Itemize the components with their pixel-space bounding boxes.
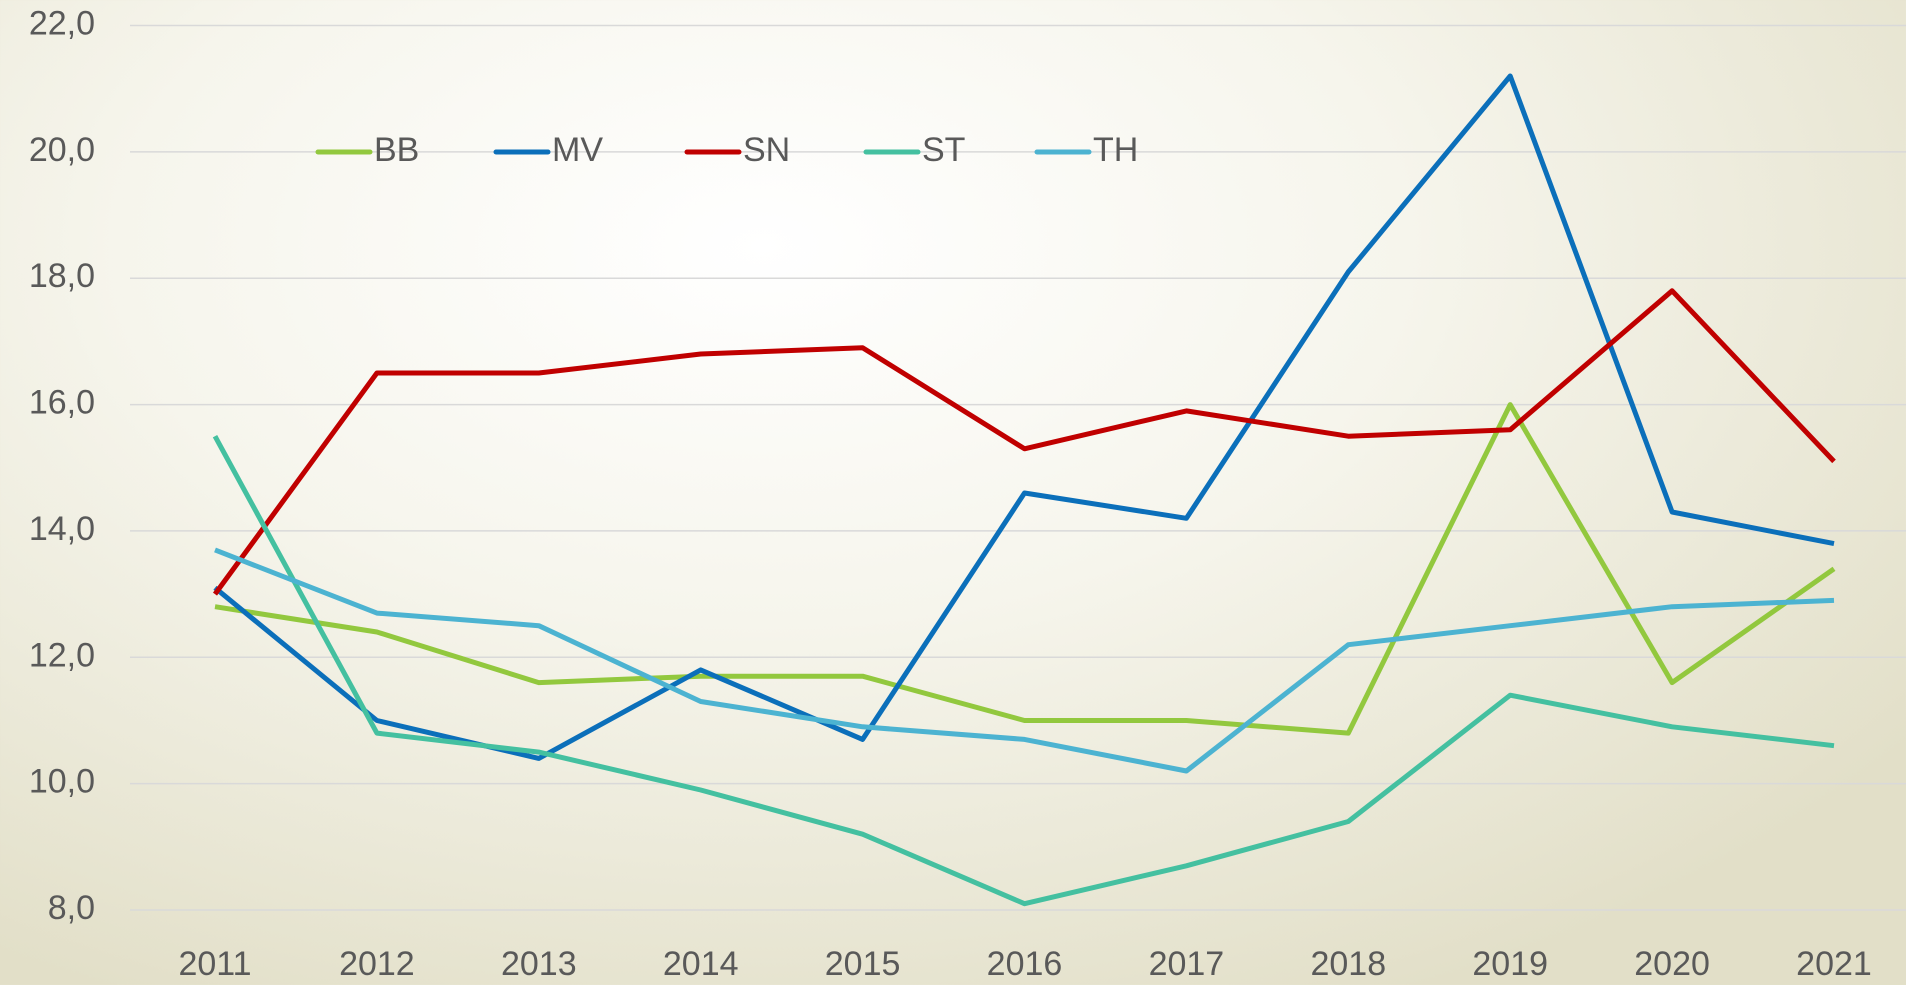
x-tick-label: 2013 [501,945,577,983]
y-tick-label: 18,0 [29,257,95,295]
x-tick-label: 2020 [1634,945,1710,983]
y-tick-label: 12,0 [29,636,95,674]
x-tick-label: 2012 [339,945,415,983]
x-tick-label: 2015 [825,945,901,983]
y-tick-label: 8,0 [48,889,95,927]
y-tick-label: 10,0 [29,763,95,801]
y-tick-label: 22,0 [29,4,95,42]
x-tick-label: 2019 [1472,945,1548,983]
series-line [214,547,1835,774]
series-line [212,288,1836,596]
y-tick-label: 14,0 [29,510,95,548]
y-tick-label: 16,0 [29,384,95,422]
x-tick-label: 2016 [987,945,1063,983]
legend-label: BB [374,131,419,169]
series-line [212,435,1835,907]
y-tick-label: 20,0 [29,131,95,169]
x-tick-label: 2018 [1310,945,1386,983]
legend-label: TH [1093,131,1138,169]
x-tick-label: 2017 [1149,945,1225,983]
x-tick-label: 2011 [178,945,251,983]
legend-label: SN [743,131,790,169]
x-tick-label: 2021 [1796,945,1872,983]
legend-label: ST [922,131,965,169]
legend-label: MV [552,131,603,169]
x-tick-label: 2014 [663,945,739,983]
series-line [214,402,1836,736]
